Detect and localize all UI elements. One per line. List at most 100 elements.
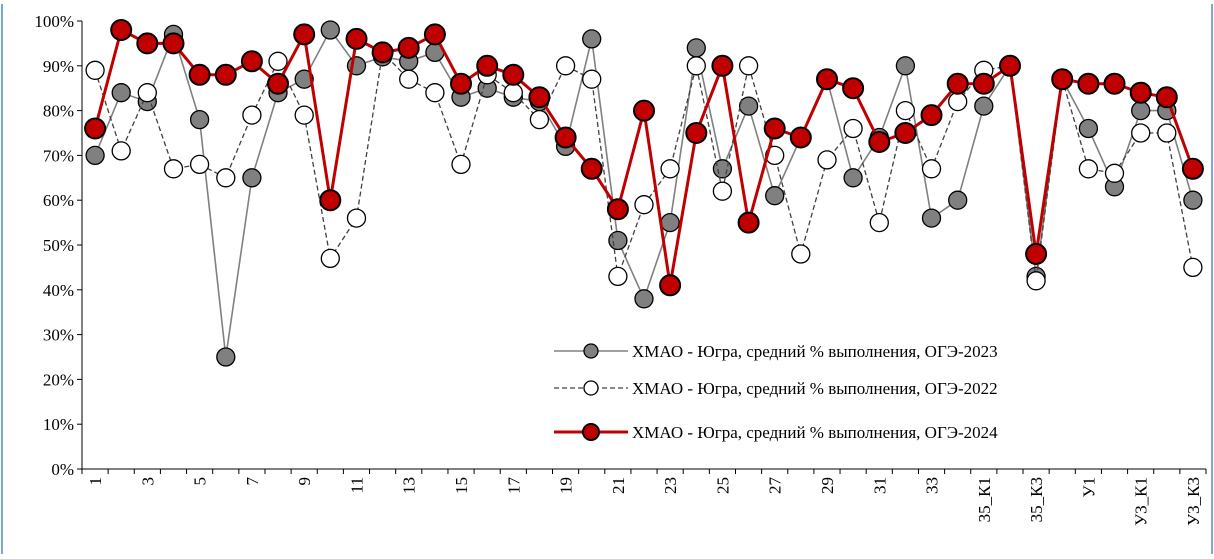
data-point [216,347,236,367]
data-point [110,19,133,41]
y-tick-label: 30% [43,326,74,345]
data-point [869,212,889,233]
data-point [268,51,288,71]
legend-marker [583,380,599,396]
x-tick-label: 1 [86,477,105,486]
data-point [580,157,603,180]
data-point [789,126,812,149]
data-point [686,56,706,76]
data-point [1051,68,1074,91]
x-tick-label: 21 [609,477,628,494]
data-point [319,189,342,212]
y-tick-label: 0% [51,460,74,479]
data-point [686,38,706,58]
data-point [294,105,314,125]
x-tick-label: 3 [138,477,157,486]
data-point [920,104,943,127]
data-point [712,159,733,179]
data-point [85,60,105,80]
data-point [294,69,314,89]
x-tick-label: У1 [1079,477,1098,498]
data-point [843,118,863,139]
data-point [346,208,367,228]
data-point [791,244,811,264]
data-point [972,72,995,95]
data-point [1104,163,1125,183]
legend-label: ХМАО - Югра, средний % выполнения, ОГЭ-2… [632,342,998,361]
data-point [371,41,394,64]
data-point [999,54,1021,77]
y-tick-label: 100% [34,12,74,31]
y-tick-label: 10% [43,415,74,434]
data-point [399,69,419,89]
data-point [634,289,654,309]
data-point [582,29,602,49]
data-point [85,145,105,166]
data-point [1026,271,1046,291]
data-point [817,150,837,170]
data-point [921,208,942,228]
y-tick-label: 20% [43,370,74,389]
data-point [843,168,863,188]
data-point [660,212,680,233]
data-point [946,72,969,95]
data-point [425,83,445,103]
data-point [895,100,916,121]
y-tick-label: 90% [43,57,74,76]
data-point [895,56,916,76]
legend-marker [583,343,599,359]
data-point [188,63,211,86]
data-point [582,69,602,89]
x-tick-label: 11 [347,477,366,493]
x-tick-label: 13 [400,477,419,494]
data-point [240,50,263,73]
x-tick-label: У3_К3 [1184,477,1203,526]
data-point [242,105,262,125]
data-point [659,274,682,297]
x-tick-label: 7 [243,477,262,486]
data-point [738,56,759,76]
data-point [503,83,523,103]
data-point [529,109,550,130]
y-tick-label: 60% [43,191,74,210]
legend: ХМАО - Югра, средний % выполнения, ОГЭ-2… [554,342,998,442]
data-point [1131,100,1151,121]
data-point [554,126,577,149]
data-point [948,91,968,112]
data-point [293,23,316,46]
data-point [137,83,157,103]
data-point [502,63,525,86]
data-point [136,32,159,55]
data-point [712,181,733,201]
data-point [1155,86,1178,109]
data-point [1131,123,1151,143]
data-point [267,72,289,95]
series-3 [84,19,1204,297]
series-layer [84,19,1204,367]
data-point [1157,123,1177,143]
data-point [216,168,236,188]
x-tick-label: 19 [557,477,576,494]
x-tick-label: 27 [766,477,785,495]
legend-label: ХМАО - Югра, средний % выполнения, ОГЭ-2… [632,379,998,398]
data-point [555,56,576,76]
x-tick-label: 35_К1 [975,477,994,522]
data-point [816,68,838,91]
data-point [397,36,420,59]
x-tick-label: 29 [818,477,837,494]
data-point [189,154,210,175]
x-tick-label: У3_К1 [1132,477,1151,526]
data-point [320,248,340,269]
data-point [608,266,628,287]
data-point [685,122,708,144]
y-tick-label: 40% [43,281,74,300]
data-point [765,186,785,206]
y-tick-label: 80% [43,102,74,121]
data-point [1183,257,1203,278]
data-point [111,141,131,161]
data-point [111,83,131,103]
x-tick-label: 33 [923,477,942,494]
data-point [738,96,759,116]
